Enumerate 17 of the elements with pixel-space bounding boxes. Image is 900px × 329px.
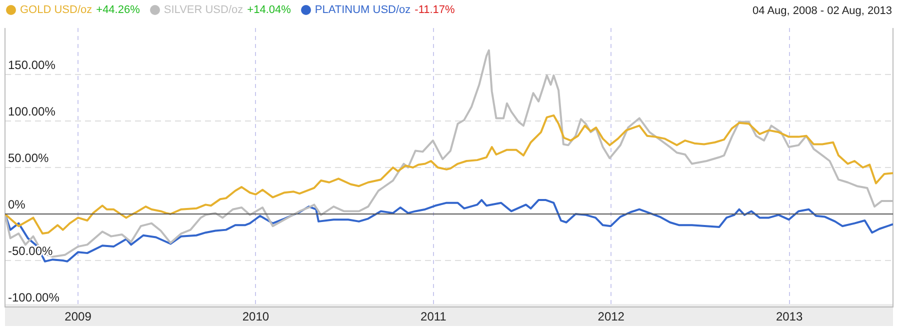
x-tick-label: 2013: [776, 310, 803, 324]
legend-label: GOLD USD/oz: [20, 4, 92, 16]
y-tick-label: 150.00%: [8, 58, 56, 72]
legend-label: PLATINUM USD/oz: [314, 4, 411, 16]
y-tick-label: 100.00%: [8, 104, 56, 118]
y-tick-label: -100.00%: [8, 290, 60, 304]
x-tick-label: 2009: [64, 310, 92, 324]
text: +44.26%: [96, 4, 140, 16]
text: -11.17%: [414, 4, 455, 16]
y-tick-label: 50.00%: [8, 150, 50, 165]
x-tick-label: 2010: [242, 310, 270, 324]
text: +14.04%: [247, 4, 291, 16]
text: 04 Aug, 2008 - 02 Aug, 2013: [752, 5, 892, 17]
y-tick-label: 0%: [8, 197, 26, 212]
legend-label: SILVER USD/oz: [164, 4, 244, 16]
x-tick-label: 2012: [598, 310, 625, 324]
x-tick-label: 2011: [420, 310, 447, 324]
